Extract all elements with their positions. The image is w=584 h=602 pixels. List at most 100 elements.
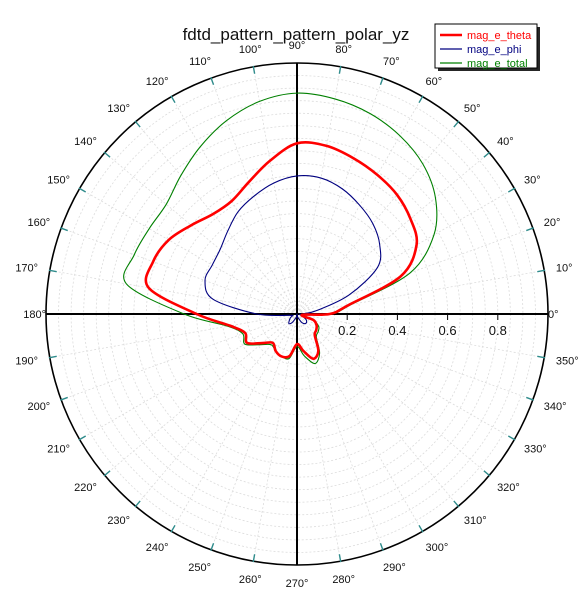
angle-label: 20° — [544, 217, 561, 229]
radial-tick-label: 0.8 — [489, 323, 507, 338]
angle-tick — [170, 524, 176, 533]
chart-title: fdtd_pattern_pattern_polar_yz — [183, 25, 410, 44]
angle-label: 130° — [107, 103, 130, 115]
grid-spoke — [253, 66, 298, 315]
legend-label-phi: mag_e_phi — [467, 44, 521, 56]
angle-label: 60° — [426, 76, 443, 88]
label-layer: 0.2 0.4 0.6 0.8 0° 10° 20° 30° 40° 50° 60° 70° 80° 90… — [15, 40, 578, 590]
angle-label: 210° — [47, 444, 70, 456]
angle-tick — [134, 500, 141, 508]
grid-spoke — [61, 227, 298, 315]
angle-label: 340° — [544, 401, 567, 413]
legend-box — [434, 23, 538, 69]
grid-spoke — [296, 66, 341, 315]
grid-spoke — [296, 313, 515, 440]
angle-tick — [379, 76, 384, 85]
angle-tick — [507, 187, 516, 193]
angle-tick — [59, 396, 68, 401]
grid-spoke — [104, 152, 298, 315]
grid-spoke — [296, 313, 459, 507]
angle-tick — [210, 76, 215, 85]
angle-label: 110° — [189, 56, 211, 68]
angle-label: 10° — [556, 262, 573, 274]
angle-label: 120° — [146, 76, 169, 88]
series-mag-e-total — [123, 92, 438, 365]
angle-label: 300° — [426, 542, 449, 554]
angle-label: 190° — [15, 356, 38, 368]
angle-tick — [379, 543, 384, 552]
angle-label: 50° — [464, 103, 481, 115]
angle-tick — [338, 554, 342, 563]
angle-label: 330° — [524, 444, 547, 456]
grid-spoke — [49, 270, 298, 315]
angle-label: 40° — [497, 136, 514, 148]
grid-spoke — [79, 188, 298, 315]
legend-label-total: mag_e_total — [467, 58, 528, 70]
angle-label: 90° — [289, 40, 306, 52]
series-mag-e-theta — [144, 141, 419, 361]
grid-spoke — [296, 188, 515, 315]
series-mag-e-phi — [204, 175, 382, 325]
angle-label: 70° — [383, 56, 400, 68]
angle-tick — [78, 187, 87, 193]
angle-tick — [537, 355, 546, 359]
angle-label: 260° — [239, 574, 262, 586]
grid-spoke — [296, 313, 490, 476]
angle-label: 30° — [524, 175, 541, 187]
angle-label: 290° — [383, 562, 406, 574]
angle-label: 180° — [23, 309, 46, 321]
angle-tick — [170, 95, 176, 104]
grid-spoke — [296, 313, 533, 401]
angle-tick — [252, 554, 256, 563]
series-layer — [123, 92, 438, 365]
angle-tick — [453, 500, 460, 508]
angle-label: 80° — [335, 44, 352, 56]
angle-label: 350° — [556, 356, 579, 368]
grid-spoke — [210, 313, 298, 550]
angle-tick — [418, 95, 424, 104]
grid-spoke — [296, 227, 533, 315]
angle-label: 170° — [15, 262, 38, 274]
radial-tick-label: 0.4 — [388, 323, 406, 338]
angle-label: 140° — [74, 136, 97, 148]
grid-spoke — [296, 78, 384, 315]
angle-label: 270° — [286, 578, 309, 590]
grid-spoke — [296, 152, 490, 315]
angle-tick — [483, 151, 491, 158]
angle-label: 100° — [239, 44, 262, 56]
grid-spoke — [296, 121, 459, 315]
grid-spoke — [171, 313, 298, 532]
grid-spoke — [296, 313, 384, 550]
grid-spoke — [104, 313, 298, 476]
angle-label: 0° — [548, 309, 559, 321]
angle-tick — [483, 470, 491, 477]
angle-label: 220° — [74, 482, 97, 494]
angle-tick — [59, 227, 68, 232]
angle-tick — [507, 435, 516, 441]
angle-label: 250° — [188, 562, 211, 574]
angle-tick — [48, 269, 57, 273]
angle-label: 150° — [47, 175, 70, 187]
angle-label: 240° — [146, 542, 169, 554]
angle-label: 200° — [27, 401, 50, 413]
angle-label: 320° — [497, 482, 520, 494]
angle-tick — [418, 524, 424, 533]
angle-tick — [338, 65, 342, 74]
angle-tick — [453, 120, 460, 128]
grid-spoke — [296, 270, 545, 315]
grid-spoke — [296, 313, 545, 358]
angle-tick — [537, 269, 546, 273]
angle-tick — [78, 435, 87, 441]
grid-spoke — [135, 121, 298, 315]
radial-tick-label: 0.6 — [439, 323, 457, 338]
grid-spoke — [79, 313, 298, 440]
angle-tick — [252, 65, 256, 74]
angle-tick — [103, 470, 111, 477]
angle-tick — [210, 543, 215, 552]
angle-tick — [134, 120, 141, 128]
legend: mag_e_theta mag_e_phi mag_e_total — [434, 23, 540, 71]
angle-label: 310° — [464, 515, 487, 527]
angle-tick — [48, 355, 57, 359]
